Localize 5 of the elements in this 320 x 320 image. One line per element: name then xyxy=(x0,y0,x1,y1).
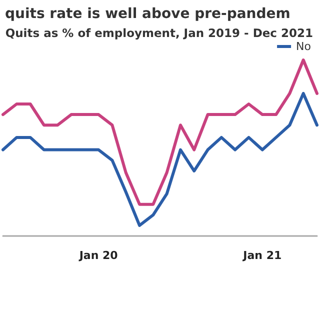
legend-label: No xyxy=(296,40,312,53)
chart-title: quits rate is well above pre-pandem xyxy=(5,6,290,22)
x-tick-label: Jan 21 xyxy=(242,249,282,262)
x-tick-label: Jan 20 xyxy=(78,249,118,262)
chart-subtitle: Quits as % of employment, Jan 2019 - Dec 2021 xyxy=(5,26,314,40)
